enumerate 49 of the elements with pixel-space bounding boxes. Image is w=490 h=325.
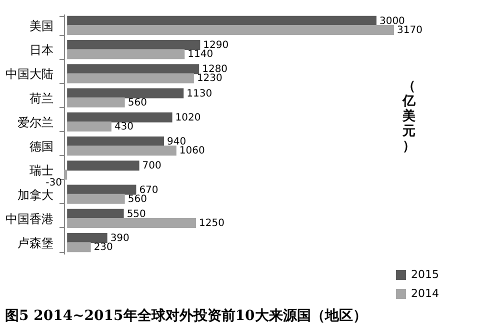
y-tick-label: 德国 xyxy=(30,140,54,154)
bar xyxy=(67,73,194,84)
data-label: 560 xyxy=(128,194,147,205)
text: （亿美元） xyxy=(402,79,416,154)
y-tick-label: 爱尔兰 xyxy=(18,115,54,130)
bar xyxy=(67,24,394,35)
data-label: 1250 xyxy=(199,218,224,229)
data-label: 1230 xyxy=(196,73,222,84)
y-tick-label: 荷兰 xyxy=(30,91,54,106)
bar xyxy=(67,16,376,26)
data-label: 1060 xyxy=(179,146,205,157)
data-label: 550 xyxy=(126,208,146,220)
bar xyxy=(67,88,184,98)
data-label: 1130 xyxy=(186,88,212,100)
y-tick-label: 日本 xyxy=(30,43,54,58)
bar xyxy=(67,233,108,244)
data-label: 3170 xyxy=(397,24,422,36)
bar xyxy=(67,194,125,204)
y-tick-label: 卢森堡 xyxy=(18,236,54,250)
bar xyxy=(67,121,112,132)
bar xyxy=(67,208,124,219)
bar xyxy=(67,184,136,195)
bar xyxy=(67,49,185,60)
y-tick-label: 中国香港 xyxy=(6,212,54,226)
data-label: 560 xyxy=(128,97,147,108)
bar xyxy=(67,64,200,74)
data-label: -30 xyxy=(46,178,62,189)
y-tick-label: 加拿大 xyxy=(18,188,54,202)
data-label: 700 xyxy=(142,160,162,172)
bar xyxy=(67,97,125,108)
data-label: 3000 xyxy=(379,16,405,27)
data-label: 1020 xyxy=(175,112,201,124)
bar xyxy=(67,40,200,50)
text: 图5 2014~2015年全球对外投资前10大来源国（地区） xyxy=(5,308,367,324)
bar xyxy=(67,218,196,228)
legend-label: 2014 xyxy=(411,287,439,300)
data-label: 230 xyxy=(94,242,113,254)
bar xyxy=(67,146,176,156)
y-tick-label: 美国 xyxy=(30,18,54,33)
bar xyxy=(67,160,140,171)
data-label: 670 xyxy=(139,184,158,196)
data-label: 1140 xyxy=(188,49,214,60)
bar xyxy=(67,112,172,122)
legend-label: 2015 xyxy=(411,268,439,281)
bar xyxy=(64,170,68,180)
y-tick-label: 瑞士 xyxy=(30,164,54,178)
data-label: 430 xyxy=(114,121,134,132)
bar xyxy=(67,242,91,252)
y-tick-label: 中国大陆 xyxy=(6,67,54,82)
